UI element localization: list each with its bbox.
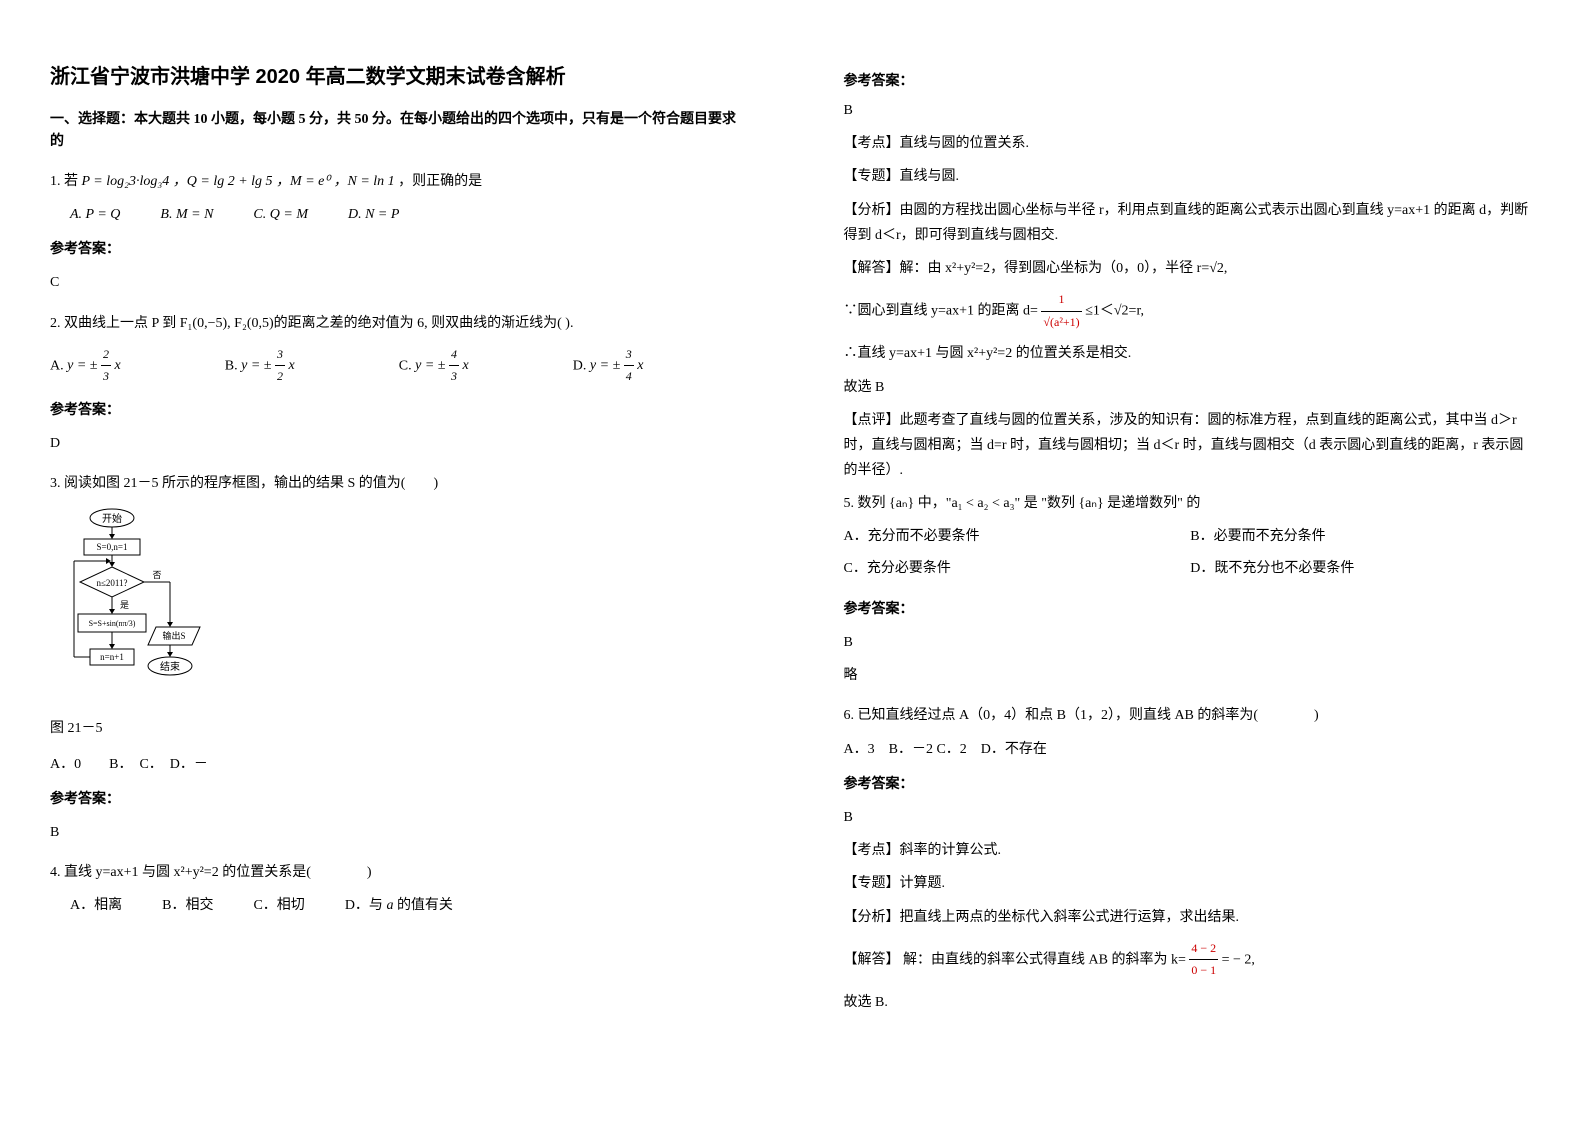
q5-optA: A．充分而不必要条件 [844,524,1191,549]
fc-yes: 是 [120,600,129,610]
fc-start: 开始 [102,512,122,525]
q3-figure-label: 图 21－5 [50,716,744,741]
q6-zhuanti: 【专题】计算题. [844,871,1538,896]
q4-optA: A．相离 [70,893,122,918]
exam-title: 浙江省宁波市洪塘中学 2020 年高二数学文期末试卷含解析 [50,60,744,89]
q2-text: 2. 双曲线上一点 P 到 F₁(0,−5), F₂(0,5)的距离之差的绝对值… [50,311,744,336]
question-4-stem: 4. 直线 y=ax+1 与圆 x²+y²=2 的位置关系是( ) A．相离 B… [50,860,744,918]
section1-heading: 一、选择题：本大题共 10 小题，每小题 5 分，共 50 分。在每小题给出的四… [50,109,744,154]
fc-output: 输出S [162,630,185,641]
q5-optC: C．充分必要条件 [844,556,1191,581]
q4-options: A．相离 B．相交 C．相切 D．与 a 的值有关 [70,893,744,918]
q5-brief: 略 [844,663,1538,688]
q3-text: 3. 阅读如图 21－5 所示的程序框图，输出的结果 S 的值为( ) [50,471,744,496]
q6-fraction: 4 − 20 − 1 [1189,938,1218,982]
q3-flowchart: 开始 S=0,n=1 n≤2011? 否 是 [70,506,744,706]
q2-answer-label: 参考答案： [50,398,744,423]
q1-optA: A. P = Q [70,202,120,227]
fc-calc: S=S+sin(nπ/3) [89,619,136,628]
q5-optB: B．必要而不充分条件 [1190,524,1537,549]
q1-text: 1. 若 P = log₂3·log₃4 ，Q = lg 2 + lg 5 ，M… [50,169,744,194]
q1-optC: C. Q = M [253,202,308,227]
question-5: 5. 数列 {aₙ} 中，"a₁ < a₂ < a₃" 是 "数列 {aₙ} 是… [844,491,1538,688]
q4-kaodian: 【考点】直线与圆的位置关系. [844,131,1538,156]
q1-optD: D. N = P [348,202,399,227]
q1-prefix: 1. 若 [50,174,78,189]
q4-fenxi: 【分析】由圆的方程找出圆心坐标与半径 r，利用点到直线的距离公式表示出圆心到直线… [844,198,1538,248]
q3-answer: B [50,820,744,845]
q2-optB: B. y = ± 32 x [225,344,295,388]
q4-jieda4: 故选 B [844,375,1538,400]
q2-optD: D. y = ± 34 x [573,344,644,388]
question-2: 2. 双曲线上一点 P 到 F₁(0,−5), F₂(0,5)的距离之差的绝对值… [50,311,744,457]
q1-suffix: ，则正确的是 [398,174,482,189]
q4-zhuanti: 【专题】直线与圆. [844,164,1538,189]
fc-inc: n=n+1 [100,652,124,662]
fc-end: 结束 [160,660,180,673]
q3-answer-label: 参考答案： [50,787,744,812]
q1-answer-label: 参考答案： [50,237,744,262]
fc-init: S=0,n=1 [97,542,128,552]
q4-fraction: 1√(a²+1) [1041,289,1081,333]
q2-options: A. y = ± 23 x B. y = ± 32 x C. y = ± 43 … [50,344,744,388]
q5-options: A．充分而不必要条件 B．必要而不充分条件 C．充分必要条件 D．既不充分也不必… [844,524,1538,586]
q6-kaodian: 【考点】斜率的计算公式. [844,838,1538,863]
q4-answer: B [844,98,1538,123]
question-1: 1. 若 P = log₂3·log₃4 ，Q = lg 2 + lg 5 ，M… [50,169,744,296]
question-3: 3. 阅读如图 21－5 所示的程序框图，输出的结果 S 的值为( ) 开始 S… [50,471,744,845]
q6-text: 6. 已知直线经过点 A（0，4）和点 B（1，2），则直线 AB 的斜率为( … [844,703,1538,728]
q4-answer-label: 参考答案： [844,70,1538,90]
q2-optA: A. y = ± 23 x [50,344,121,388]
right-column: 参考答案： B 【考点】直线与圆的位置关系. 【专题】直线与圆. 【分析】由圆的… [794,0,1587,1122]
q6-answer-label: 参考答案： [844,772,1538,797]
q1-answer: C [50,270,744,295]
q4-optB: B．相交 [162,893,213,918]
q3-options: A．0 B． C． D．－ [50,752,744,777]
q1-formula: P = log₂3·log₃4 ，Q = lg 2 + lg 5 ，M = e⁰… [82,174,395,189]
q6-jieda2: 故选 B. [844,990,1538,1015]
q5-text: 5. 数列 {aₙ} 中，"a₁ < a₂ < a₃" 是 "数列 {aₙ} 是… [844,491,1538,516]
question-6: 6. 已知直线经过点 A（0，4）和点 B（1，2），则直线 AB 的斜率为( … [844,703,1538,1015]
q6-fenxi: 【分析】把直线上两点的坐标代入斜率公式进行运算，求出结果. [844,905,1538,930]
left-column: 浙江省宁波市洪塘中学 2020 年高二数学文期末试卷含解析 一、选择题：本大题共… [0,0,794,1122]
q6-answer: B [844,805,1538,830]
q1-optB: B. M = N [160,202,213,227]
q5-answer-label: 参考答案： [844,597,1538,622]
q4-optD: D．与 a 的值有关 [345,893,453,918]
q5-answer: B [844,630,1538,655]
q4-text: 4. 直线 y=ax+1 与圆 x²+y²=2 的位置关系是( ) [50,860,744,885]
q4-optC: C．相切 [253,893,304,918]
q4-jieda2: ∵圆心到直线 y=ax+1 的距离 d= 1√(a²+1) ≤1＜√2=r, [844,289,1538,333]
fc-no: 否 [152,570,161,580]
q4-dianping: 【点评】此题考查了直线与圆的位置关系，涉及的知识有：圆的标准方程，点到直线的距离… [844,408,1538,484]
q4-jieda1: 【解答】解：由 x²+y²=2，得到圆心坐标为（0，0），半径 r=√2, [844,256,1538,281]
q6-jieda: 【解答】 解：由直线的斜率公式得直线 AB 的斜率为 k= 4 − 20 − 1… [844,938,1538,982]
q2-optC: C. y = ± 43 x [399,344,469,388]
q5-optD: D．既不充分也不必要条件 [1190,556,1537,581]
q4-jieda3: ∴直线 y=ax+1 与圆 x²+y²=2 的位置关系是相交. [844,341,1538,366]
q6-options: A．3 B．－2 C．2 D．不存在 [844,737,1538,762]
q1-options: A. P = Q B. M = N C. Q = M D. N = P [70,202,744,227]
q2-answer: D [50,431,744,456]
fc-cond: n≤2011? [96,578,127,588]
